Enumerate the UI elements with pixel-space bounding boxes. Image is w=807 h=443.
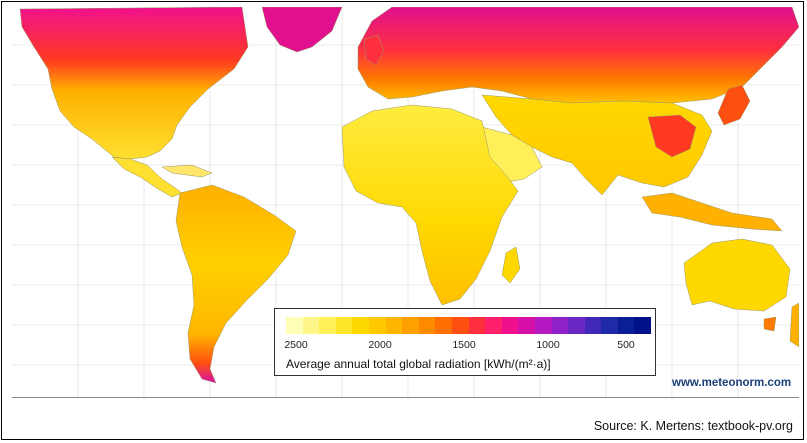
china-sichuan <box>647 114 697 158</box>
legend-swatch <box>435 317 452 334</box>
legend-swatch <box>468 317 486 334</box>
tasmania <box>763 316 777 332</box>
legend-tick-label: 500 <box>617 339 635 351</box>
legend-swatch <box>335 317 353 334</box>
legend-swatch <box>352 317 369 334</box>
legend-swatch <box>551 317 569 334</box>
uk-ireland <box>363 34 385 66</box>
legend-color-scale <box>286 317 652 334</box>
japan <box>717 84 751 126</box>
legend-swatch <box>302 317 320 334</box>
indonesia <box>641 192 783 232</box>
continents <box>19 7 799 384</box>
legend-tick-label: 2500 <box>284 339 308 351</box>
legend-swatch <box>568 317 585 334</box>
legend-swatch <box>518 317 535 334</box>
greenland <box>261 7 343 53</box>
legend-swatch <box>601 317 618 334</box>
legend-title: Average annual total global radiation [k… <box>286 357 551 371</box>
legend-swatch <box>485 317 502 334</box>
legend-swatch <box>385 317 403 334</box>
legend-swatch <box>402 317 419 334</box>
caribbean <box>161 164 213 178</box>
central-america <box>111 156 183 198</box>
color-legend: 2500 2000 1500 1000 500 Average annual t… <box>274 308 656 376</box>
legend-tick-label: 1000 <box>536 339 560 351</box>
legend-swatch <box>451 317 469 334</box>
legend-swatch <box>319 317 336 334</box>
legend-ticks: 2500 2000 1500 1000 500 <box>284 339 651 351</box>
legend-tick-label: 2000 <box>368 339 392 351</box>
legend-swatch <box>418 317 436 334</box>
legend-swatch <box>617 317 635 334</box>
meteonorm-link[interactable]: www.meteonorm.com <box>672 377 792 389</box>
australia <box>683 238 791 312</box>
legend-swatch <box>534 317 552 334</box>
legend-swatch <box>286 317 303 334</box>
legend-swatch <box>368 317 386 334</box>
legend-swatch <box>501 317 519 334</box>
africa <box>341 104 519 306</box>
source-caption: Source: K. Mertens: textbook-pv.org <box>593 419 793 433</box>
madagascar <box>501 246 521 284</box>
legend-swatch <box>584 317 602 334</box>
legend-swatch <box>634 317 652 334</box>
new-zealand <box>789 302 799 348</box>
north-america <box>19 7 249 160</box>
legend-tick-label: 1500 <box>452 339 476 351</box>
world-map-svg <box>12 7 799 397</box>
south-america <box>175 184 297 384</box>
